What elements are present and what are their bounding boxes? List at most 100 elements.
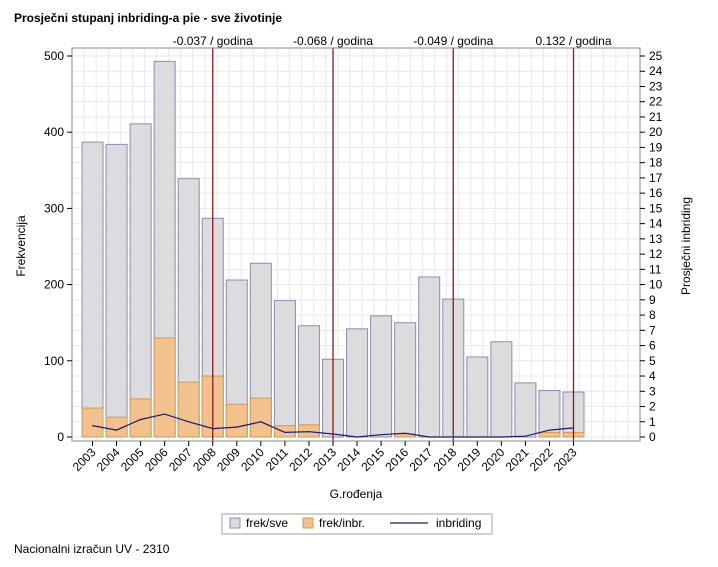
bar-frek-sve <box>346 328 369 438</box>
x-tick-label: 2013 <box>310 445 339 474</box>
reference-line-label: -0.068 / godina <box>293 34 373 48</box>
bar-frek-sve <box>129 123 152 438</box>
bar-frek-inbr <box>225 403 248 438</box>
bar-frek-inbr <box>153 337 176 438</box>
y2-tick-label: 1 <box>649 415 656 429</box>
point-inbriding <box>524 435 527 437</box>
legend-label-frek-sve: frek/sve <box>246 516 288 530</box>
y2-tick-label: 11 <box>649 262 662 276</box>
point-inbriding <box>91 424 94 427</box>
y2-tick-label: 9 <box>649 293 656 307</box>
y-tick-label: 0 <box>57 430 64 444</box>
y2-tick-label: 19 <box>649 140 663 154</box>
y2-tick-label: 20 <box>649 125 663 139</box>
x-tick-label: 2007 <box>166 445 195 474</box>
plot-frame <box>71 47 641 442</box>
x-tick-label: 2012 <box>286 445 315 474</box>
legend-swatch-frek-sve <box>229 517 241 529</box>
x-axis-title: G.rođenja <box>330 487 383 501</box>
reference-line-label: -0.037 / godina <box>173 34 253 48</box>
y2-tick-label: 10 <box>649 278 663 292</box>
y2-axis-title: Prosječni inbriding <box>679 197 693 295</box>
x-tick-label: 2018 <box>431 445 460 474</box>
bar-frek-sve <box>418 276 441 438</box>
x-tick-label: 2014 <box>334 445 363 474</box>
bar-frek-inbr <box>538 431 561 438</box>
point-inbriding <box>260 421 262 423</box>
legend-box <box>221 513 493 535</box>
y2-tick-label: 18 <box>649 156 663 170</box>
y2-tick-label: 21 <box>649 110 663 124</box>
bar-frek-inbr <box>394 433 417 438</box>
x-tick-label: 2022 <box>527 445 556 474</box>
y-tick-label: 500 <box>44 49 64 63</box>
bar-frek-inbr <box>81 407 104 438</box>
x-tick-label: 2020 <box>479 445 508 474</box>
x-tick-label: 2005 <box>118 445 147 474</box>
bar-frek-inbr <box>129 398 152 438</box>
x-tick-label: 2019 <box>455 445 484 474</box>
x-tick-label: 2003 <box>70 445 99 474</box>
bar-frek-inbr <box>249 397 272 438</box>
bar-frek-sve <box>514 382 537 438</box>
x-tick-label: 2017 <box>407 445 436 474</box>
bar-frek-sve <box>297 325 320 438</box>
bar-frek-sve <box>81 141 104 438</box>
y2-tick-label: 0 <box>649 430 656 444</box>
bar-frek-sve <box>394 322 417 438</box>
x-tick-label: 2023 <box>551 445 580 474</box>
chart-title: Prosječni stupanj inbriding-a pie - sve … <box>14 11 283 25</box>
point-inbriding <box>164 413 166 415</box>
bar-frek-inbr <box>177 381 200 438</box>
y-axis-title: Frekvencija <box>14 215 28 277</box>
x-tick-label: 2004 <box>94 445 123 474</box>
x-tick-label: 2010 <box>238 445 267 474</box>
y2-tick-label: 12 <box>649 247 663 261</box>
x-tick-label: 2011 <box>263 445 291 473</box>
y2-tick-label: 3 <box>649 384 656 398</box>
y2-tick-label: 15 <box>649 201 663 215</box>
footer-note: Nacionalni izračun UV - 2310 <box>14 542 170 556</box>
point-inbriding <box>380 434 382 436</box>
point-inbriding <box>548 429 551 431</box>
y-tick-label: 400 <box>44 125 64 139</box>
point-inbriding <box>404 432 406 434</box>
y2-tick-label: 13 <box>649 232 663 246</box>
bar-frek-inbr <box>273 425 296 438</box>
legend-label-frek-inbr: frek/inbr. <box>319 516 365 530</box>
y2-tick-label: 24 <box>649 64 663 78</box>
x-tick-label: 2016 <box>382 445 411 474</box>
bar-frek-sve <box>105 143 128 438</box>
legend-label-inbriding: inbriding <box>436 516 481 530</box>
point-inbriding <box>356 436 358 438</box>
y2-tick-label: 25 <box>649 49 663 63</box>
y-tick-label: 300 <box>44 201 64 215</box>
point-inbriding <box>115 429 118 431</box>
bar-frek-sve <box>466 356 489 438</box>
point-inbriding <box>476 436 478 438</box>
reference-line-label: -0.049 / godina <box>413 34 493 48</box>
y-tick-label: 100 <box>44 354 64 368</box>
y2-tick-label: 4 <box>649 369 656 383</box>
point-inbriding <box>308 431 310 433</box>
y2-tick-label: 7 <box>649 323 656 337</box>
x-tick-label: 2015 <box>358 445 387 474</box>
y2-tick-label: 14 <box>649 217 663 231</box>
y2-tick-label: 23 <box>649 79 663 93</box>
x-tick-label: 2008 <box>190 445 219 474</box>
x-tick-label: 2006 <box>142 445 171 474</box>
point-inbriding <box>284 431 286 434</box>
point-inbriding <box>428 436 430 438</box>
y2-tick-label: 6 <box>649 339 656 353</box>
bar-frek-sve <box>370 315 393 438</box>
y2-tick-label: 22 <box>649 95 663 109</box>
bar-frek-sve <box>490 341 513 438</box>
reference-line-label: 0.132 / godina <box>535 34 611 48</box>
legend-swatch-frek-inbr <box>302 517 314 529</box>
y2-tick-label: 17 <box>649 171 663 185</box>
y-tick-label: 200 <box>44 278 64 292</box>
x-tick-label: 2021 <box>503 445 532 474</box>
point-inbriding <box>188 421 190 423</box>
bar-frek-inbr <box>297 424 320 438</box>
